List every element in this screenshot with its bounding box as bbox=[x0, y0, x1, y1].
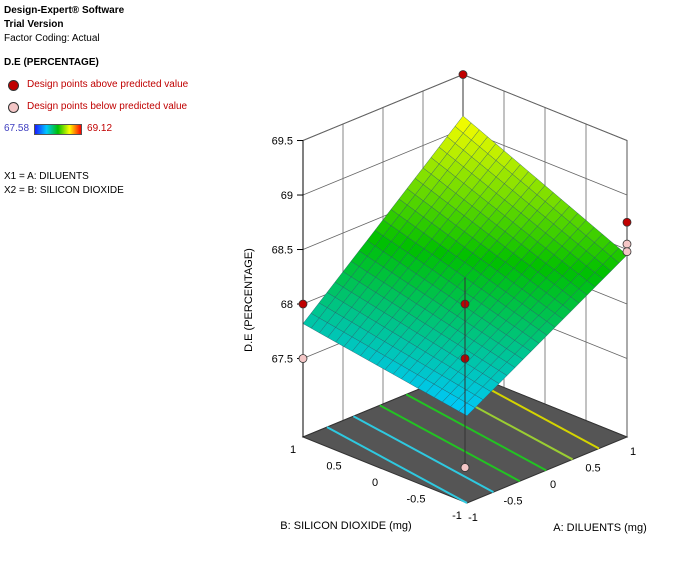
color-range: 67.58 69.12 bbox=[4, 122, 234, 136]
x-tick-label: -0.5 bbox=[504, 496, 523, 508]
design-point bbox=[622, 247, 632, 257]
factor-coding-label: Factor Coding: Actual bbox=[4, 33, 100, 44]
trial-version-label: Trial Version bbox=[4, 19, 64, 30]
software-title: Design-Expert® Software bbox=[4, 5, 125, 16]
y-tick-label: -1 bbox=[452, 510, 462, 522]
legend-panel: Design-Expert® Software Trial Version Fa… bbox=[4, 4, 234, 198]
x-tick-label: 0.5 bbox=[585, 463, 600, 475]
z-tick-label: 69.5 bbox=[272, 136, 293, 148]
below-point-icon bbox=[8, 101, 19, 113]
y-tick-label: 1 bbox=[290, 444, 296, 456]
color-scale-bar bbox=[34, 123, 83, 135]
design-point bbox=[298, 299, 308, 309]
floor-contour bbox=[326, 426, 468, 504]
x-axis-label: A: DILUENTS (mg) bbox=[553, 522, 647, 534]
range-max: 69.12 bbox=[87, 123, 113, 134]
design-point bbox=[622, 239, 632, 249]
x-tick-label: -1 bbox=[468, 512, 478, 524]
legend-below: Design points below predicted value bbox=[4, 100, 234, 114]
variable-list: X1 = A: DILUENTS X2 = B: SILICON DIOXIDE bbox=[4, 170, 234, 198]
x-tick-label: 0 bbox=[550, 479, 556, 491]
floor-contour bbox=[379, 404, 521, 483]
floor-contour bbox=[352, 415, 494, 493]
below-label: Design points below predicted value bbox=[27, 101, 188, 112]
variable-x1: X1 = A: DILUENTS bbox=[4, 171, 89, 182]
variable-x2: X2 = B: SILICON DIOXIDE bbox=[4, 185, 124, 196]
z-tick-label: 69 bbox=[281, 190, 293, 202]
design-point bbox=[460, 463, 470, 472]
floor-contour bbox=[405, 393, 547, 472]
legend-above: Design points above predicted value bbox=[4, 78, 234, 92]
above-point-icon bbox=[8, 79, 19, 91]
design-point bbox=[622, 217, 632, 227]
response-name: D.E (PERCENTAGE) bbox=[4, 57, 99, 68]
design-point bbox=[458, 70, 468, 79]
y-tick-label: -0.5 bbox=[407, 494, 426, 506]
above-label: Design points above predicted value bbox=[27, 79, 189, 90]
design-point bbox=[298, 354, 308, 363]
y-tick-label: 0.5 bbox=[326, 461, 341, 473]
z-axis-label: D.E (PERCENTAGE) bbox=[243, 248, 255, 352]
z-tick-label: 68 bbox=[281, 299, 293, 311]
range-min: 67.58 bbox=[4, 123, 30, 134]
z-tick-label: 68.5 bbox=[272, 245, 293, 257]
z-tick-label: 67.5 bbox=[272, 354, 293, 366]
y-axis-label: B: SILICON DIOXIDE (mg) bbox=[280, 520, 411, 532]
y-tick-label: 0 bbox=[372, 477, 378, 489]
surface-cell bbox=[458, 402, 476, 417]
x-tick-label: 1 bbox=[630, 446, 636, 458]
